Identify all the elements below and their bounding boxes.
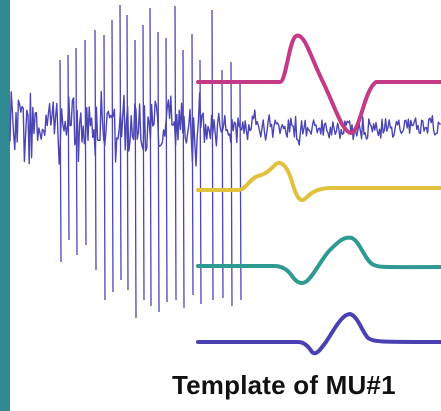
emg-spike [59,59,62,263]
emg-spike [94,29,97,271]
emg-spike [157,31,160,313]
emg-spike [165,37,168,303]
emg-spike [191,33,194,296]
template-waveform-2 [196,161,441,202]
template-waveform-3 [196,235,441,285]
emg-spike [75,47,78,256]
emg-spike [149,7,152,307]
emg-spike [211,9,214,301]
emg-spike [67,54,70,241]
emg-spike-group [59,4,242,319]
raw-emg-signal [9,4,441,319]
emg-spike [134,39,137,319]
template-waveform-1 [196,33,441,135]
mu-templates [196,33,441,356]
template-waveform-4 [196,312,441,356]
emg-spike [119,4,122,281]
emg-spike [230,61,233,307]
emg-spike [142,24,145,301]
emg-spike [221,69,224,299]
emg-spike [103,34,106,301]
emg-spike [199,59,202,305]
emg-spike [182,49,185,309]
left-border [0,0,10,411]
emg-spike [84,39,87,246]
emg-spike [174,5,177,301]
template-caption: Template of MU#1 [172,370,396,400]
emg-trace-icon [9,90,441,167]
emg-spike [126,14,129,291]
emg-spike [111,19,114,293]
